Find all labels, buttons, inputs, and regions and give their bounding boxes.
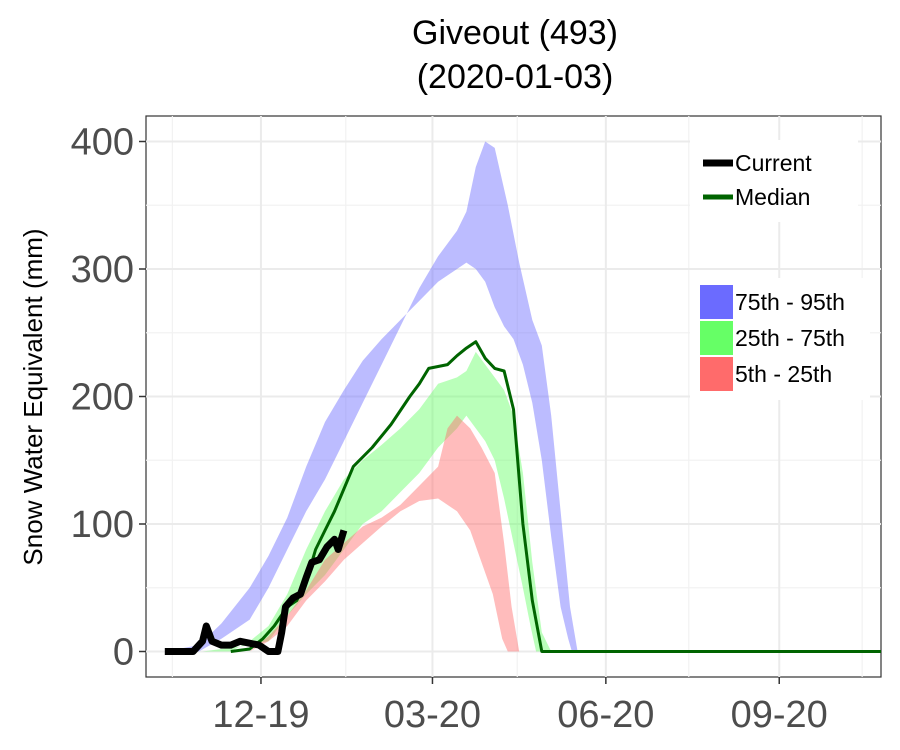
legend-label-band-1: 25th - 75th [735,325,845,351]
y-tick-label-3: 300 [71,249,134,291]
x-tick-label-0: 12-19 [212,694,309,736]
x-tick-label-2: 06-20 [557,694,654,736]
legend-key-band-0 [700,285,733,319]
y-tick-label-4: 400 [71,122,134,164]
band-2 [249,415,520,652]
legend: Current Median 75th - 95th 25th - 75th 5th -… [690,140,870,400]
y-axis: 0 100 200 300 400 [71,122,146,674]
x-tick-label-1: 03-20 [384,694,481,736]
legend-lines-box [690,140,858,222]
band-1 [202,351,552,652]
legend-label-band-2: 5th - 25th [735,361,832,387]
legend-label-band-0: 75th - 95th [735,289,845,315]
legend-label-current: Current [735,150,812,176]
percentile-bands [164,141,578,652]
legend-key-band-2 [700,357,733,391]
series-lines [164,340,881,655]
x-axis: 12-19 03-20 06-20 09-20 [212,677,828,736]
y-tick-label-0: 0 [113,632,134,674]
legend-label-median: Median [735,184,810,210]
chart-subtitle: (2020-01-03) [416,58,614,96]
x-tick-label-3: 09-20 [731,694,828,736]
y-tick-label-2: 200 [71,377,134,419]
chart-title: Giveout (493) [412,14,618,52]
legend-key-band-1 [700,321,733,355]
series-line-current [164,529,348,655]
y-tick-label-1: 100 [71,504,134,546]
y-axis-label: Snow Water Equivalent (mm) [18,228,48,565]
